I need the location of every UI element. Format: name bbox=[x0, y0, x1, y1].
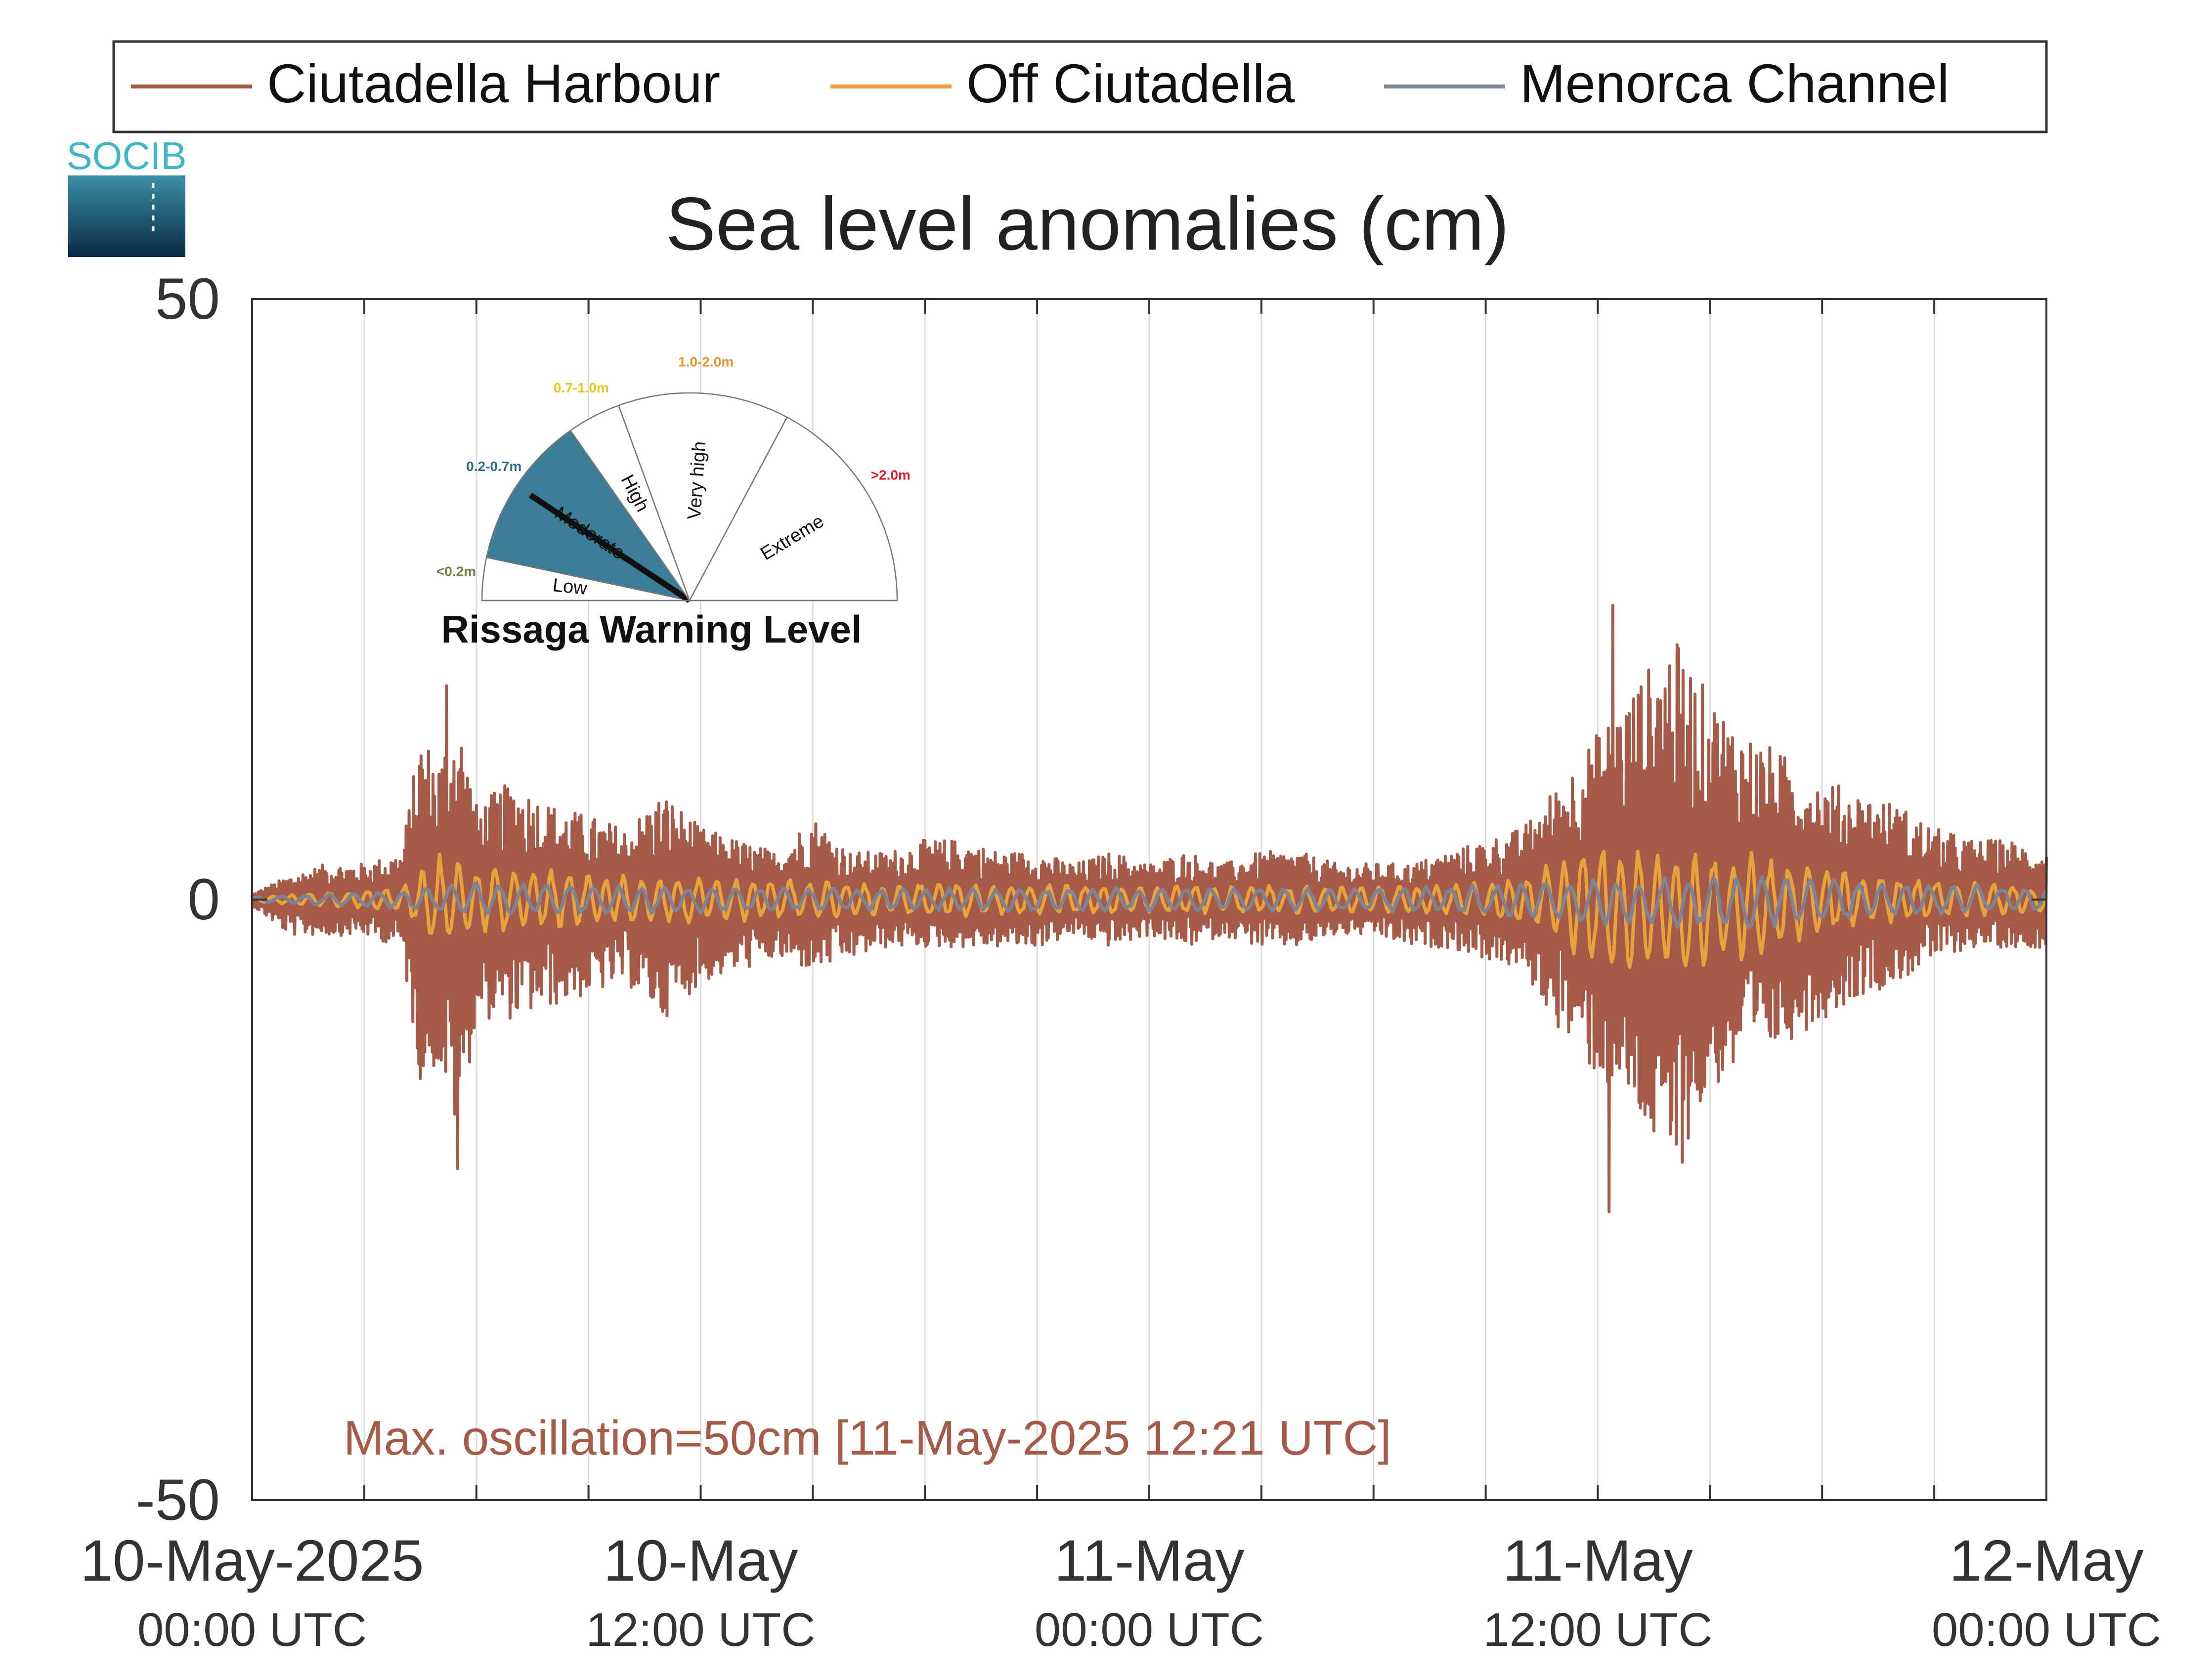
gauge-level-name: Low bbox=[552, 575, 588, 599]
legend: Ciutadella Harbour Off Ciutadella Menorca … bbox=[112, 40, 2048, 133]
x-tick-label-time: 00:00 UTC bbox=[137, 1603, 367, 1656]
series-line-ciutadella-harbour bbox=[251, 603, 2048, 1213]
y-tick-labels: -50 0 50 bbox=[135, 266, 220, 1533]
x-tick-label-time: 00:00 UTC bbox=[1035, 1603, 1264, 1656]
gauge-level-range: 0.7-1.0m bbox=[554, 380, 609, 395]
gauge-level-range: 1.0-2.0m bbox=[678, 354, 734, 370]
max-oscillation-annotation: Max. oscillation=50cm [11-May-2025 12:21… bbox=[344, 1411, 1391, 1465]
socib-logo: SOCIB bbox=[67, 134, 187, 257]
series-line-menorca-channel bbox=[252, 875, 2048, 930]
y-tick-label: 50 bbox=[155, 266, 220, 332]
rissaga-gauge: Rissaga Warning Level Low<0.2mModerate0.… bbox=[436, 354, 911, 651]
gauge-sector-extreme bbox=[688, 416, 898, 602]
gauge-sector-very-high bbox=[617, 392, 788, 602]
x-tick-label-time: 00:00 UTC bbox=[1932, 1603, 2161, 1656]
socib-logo-block bbox=[68, 175, 185, 257]
legend-label-0: Ciutadella Harbour bbox=[267, 53, 720, 114]
legend-label-2: Menorca Channel bbox=[1520, 53, 1949, 114]
legend-label-1: Off Ciutadella bbox=[966, 53, 1295, 114]
x-tick-label-date: 11-May bbox=[1503, 1528, 1693, 1593]
legend-box bbox=[112, 40, 2048, 133]
x-tick-label-time: 12:00 UTC bbox=[586, 1603, 815, 1656]
x-tick-label-time: 12:00 UTC bbox=[1483, 1603, 1712, 1656]
legend-items: Ciutadella Harbour Off Ciutadella Menorca … bbox=[131, 53, 1949, 114]
y-tick-label: -50 bbox=[135, 1467, 220, 1533]
gauge-level-range: <0.2m bbox=[436, 563, 476, 579]
gauge-title: Rissaga Warning Level bbox=[441, 607, 862, 651]
gauge-sector-moderate bbox=[485, 430, 691, 602]
x-tick-label-date: 12-May bbox=[1949, 1528, 2143, 1593]
gauge-level-range: 0.2-0.7m bbox=[466, 459, 521, 474]
x-tick-label-date: 10-May bbox=[604, 1528, 798, 1593]
x-tick-label-date: 11-May bbox=[1054, 1528, 1245, 1593]
y-tick-label: 0 bbox=[187, 867, 220, 932]
x-tick-label-date: 10-May-2025 bbox=[80, 1528, 424, 1593]
x-tick-labels: 10-May-2025 00:00 UTC 10-May 12:00 UTC 11-Ma… bbox=[80, 1528, 2161, 1656]
series-layer bbox=[251, 603, 2048, 1213]
x-ticks bbox=[252, 298, 2046, 1501]
gauge-level-range: >2.0m bbox=[871, 468, 911, 483]
socib-logo-text: SOCIB bbox=[67, 134, 187, 177]
gauge-needle bbox=[528, 492, 692, 603]
chart-title: Sea level anomalies (cm) bbox=[666, 182, 1509, 266]
